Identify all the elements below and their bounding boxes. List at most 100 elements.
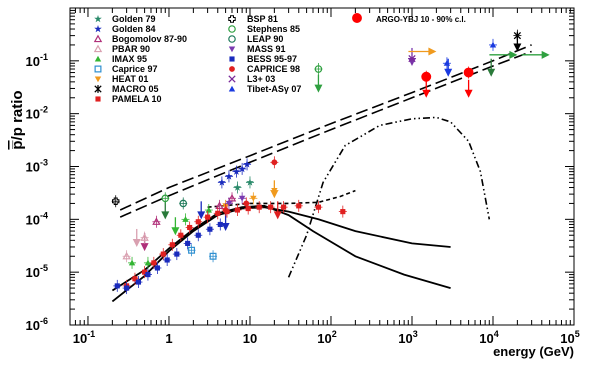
legend-label: Caprice 97 <box>112 64 158 74</box>
series-golden-79 <box>233 176 254 194</box>
data-point <box>205 206 212 213</box>
x-tick-label: 102 <box>317 329 336 346</box>
data-points <box>111 29 522 295</box>
legend-entry-l3-03: L3+ 03 <box>228 74 275 84</box>
data-point <box>243 160 251 168</box>
legend-entry-bogomolov-87-90: Bogomolov 87-90 <box>93 34 187 44</box>
legend-label: PAMELA 10 <box>112 94 162 104</box>
data-point <box>245 205 251 212</box>
legend-marker <box>229 56 235 62</box>
model-curve-dashed-2 <box>207 189 356 208</box>
data-point <box>151 260 157 266</box>
legend-entry-argo-ybj: ARGO-YBJ 10 - 90% c.l. <box>352 13 466 24</box>
upper-limit-arrow <box>132 228 141 247</box>
legend-label: Tibet-ASγ 07 <box>247 84 301 94</box>
data-point <box>142 269 148 275</box>
legend-marker <box>352 13 362 23</box>
legend-entry-tibet-as-07: Tibet-ASγ 07 <box>228 84 301 94</box>
series-argo-ybj-10-90-c-l- <box>421 66 474 83</box>
upper-limit-arrow <box>314 74 323 93</box>
legend-label: HEAT 01 <box>112 74 148 84</box>
legend-label: Stephens 85 <box>247 24 300 34</box>
x-tick-label: 104 <box>479 329 498 346</box>
data-point <box>256 204 262 210</box>
data-point <box>215 201 224 210</box>
data-point <box>174 251 180 257</box>
data-point <box>489 41 497 48</box>
data-point <box>315 204 321 210</box>
legend-entry-leap-90: LEAP 90 <box>228 34 283 44</box>
legend-marker <box>228 25 236 33</box>
data-point <box>217 221 223 228</box>
data-point <box>209 252 217 260</box>
data-point <box>271 188 278 194</box>
series-bess-95-97 <box>113 218 225 295</box>
legend-label: CAPRICE 98 <box>247 64 300 74</box>
data-point <box>182 216 189 222</box>
series-caprice-97 <box>187 244 218 263</box>
data-point <box>340 209 346 215</box>
data-point <box>246 178 254 186</box>
data-point <box>271 159 278 166</box>
legend-label: LEAP 90 <box>247 34 283 44</box>
legend-entry-golden-84: Golden 84 <box>94 24 156 34</box>
legend-marker <box>94 15 102 23</box>
data-point <box>160 251 166 257</box>
legend-marker <box>228 35 236 43</box>
y-tick-label: 10-3 <box>26 158 48 175</box>
legend-entry-heat-01: HEAT 01 <box>94 74 148 84</box>
data-point <box>145 272 151 278</box>
data-point <box>161 194 170 203</box>
series-mass-91 <box>224 192 247 210</box>
legend-marker <box>93 44 103 53</box>
data-point <box>513 31 522 40</box>
data-point <box>178 232 184 238</box>
legend-marker <box>94 25 102 33</box>
x-tick-label: 105 <box>560 329 579 346</box>
data-point <box>238 164 246 173</box>
series-tibet-as-07 <box>442 38 497 70</box>
x-tick-label: 10-1 <box>73 329 95 346</box>
data-point <box>140 233 149 241</box>
series-stephens-85 <box>161 63 323 205</box>
rightward-arrow <box>408 47 437 56</box>
data-point <box>154 265 160 271</box>
legend-label: BESS 95-97 <box>247 54 297 64</box>
data-point <box>215 210 221 216</box>
legend-marker <box>94 85 102 93</box>
legend-marker <box>94 55 102 62</box>
data-point <box>195 219 201 225</box>
legend-marker <box>95 96 101 102</box>
series-macro-05 <box>513 29 522 42</box>
data-point <box>205 214 211 220</box>
legend-marker <box>229 66 235 72</box>
y-tick-label: 10-4 <box>26 210 48 227</box>
x-axis-label: energy (GeV) <box>493 344 574 359</box>
data-point <box>179 199 188 208</box>
legend-label: L3+ 03 <box>247 74 275 84</box>
series-bogomolov-87-90 <box>152 192 237 228</box>
data-point <box>243 200 250 207</box>
series-bsp-81 <box>111 195 120 208</box>
legend-label: Golden 84 <box>112 24 156 34</box>
data-point <box>268 204 274 210</box>
data-point <box>234 207 240 213</box>
legend-marker <box>228 75 236 83</box>
legend-marker <box>228 46 236 53</box>
x-tick-label: 10 <box>243 331 257 346</box>
rightward-arrow <box>489 50 518 59</box>
data-point <box>144 259 152 266</box>
series-golden-84 <box>217 158 252 189</box>
legend-entry-stephens-85: Stephens 85 <box>228 24 300 34</box>
data-point <box>250 195 257 202</box>
axes: 10-1 1 10 102 103 104 105 10-6 10-5 10-4 10-3 10-2 1… <box>26 7 580 346</box>
legend-marker <box>94 65 102 73</box>
legend-label: BSP 81 <box>247 14 278 24</box>
upper-limit-arrow <box>171 217 180 236</box>
legend-entry-pbar-90: PBAR 90 <box>93 44 150 54</box>
y-tick-label: 10-5 <box>26 263 48 280</box>
legend-entry-pamela-10: PAMELA 10 <box>95 94 162 104</box>
data-point <box>135 279 142 285</box>
